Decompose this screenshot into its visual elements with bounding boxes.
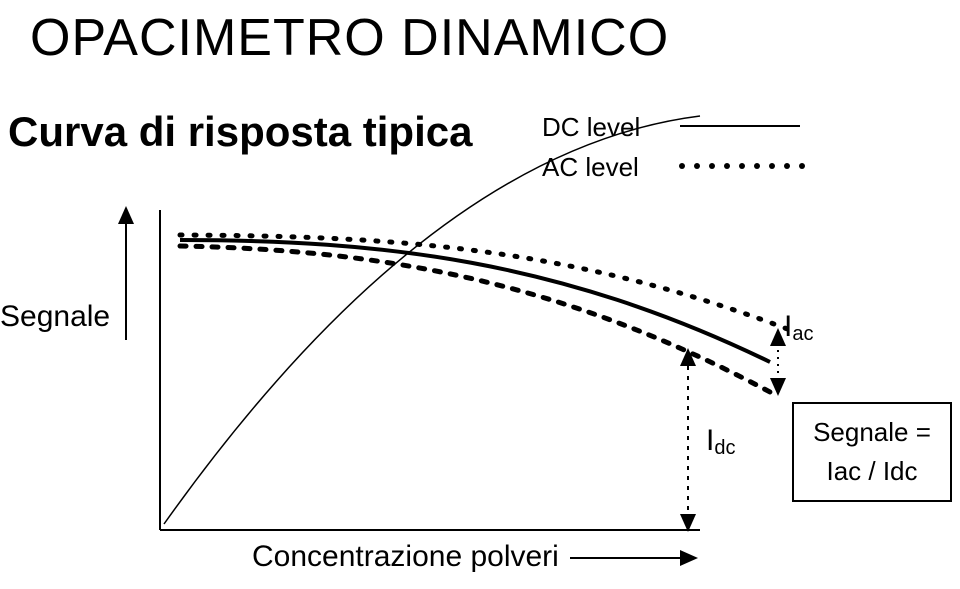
dc-curve	[180, 240, 770, 362]
chart-svg	[0, 0, 960, 589]
legend-ac-line	[679, 163, 805, 169]
rising-curve	[164, 116, 700, 524]
slide: OPACIMETRO DINAMICO Curva di risposta ti…	[0, 0, 960, 589]
ac-lower-curve	[180, 246, 770, 392]
